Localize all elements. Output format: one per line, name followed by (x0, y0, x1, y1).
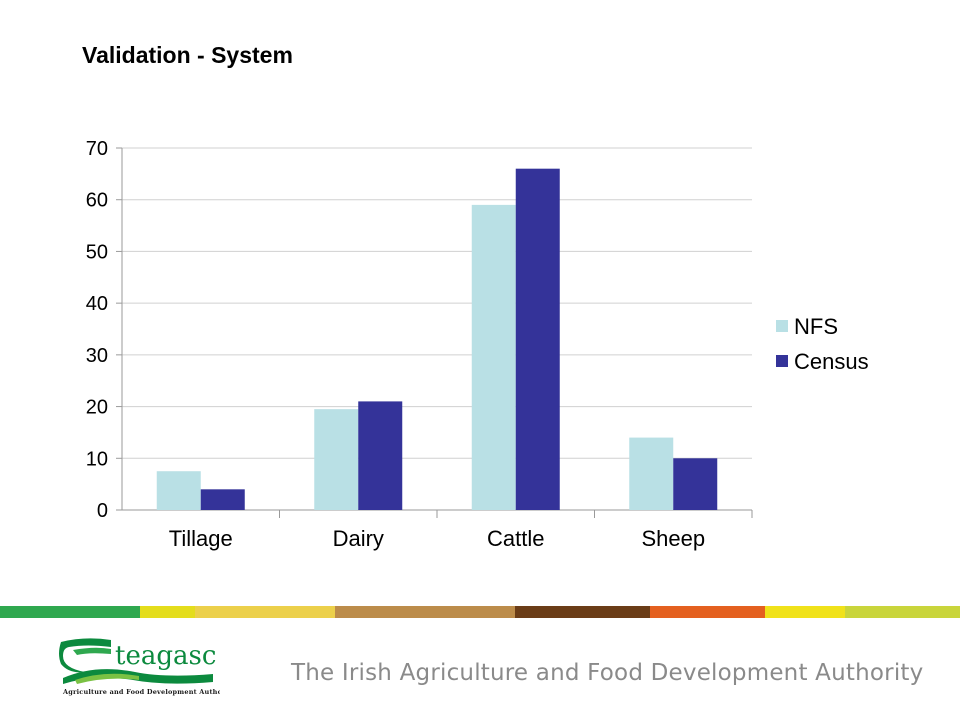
color-band-segment (650, 606, 765, 618)
gridlines (122, 147, 752, 459)
legend: NFS Census (776, 314, 869, 374)
y-tick-label: 50 (86, 241, 108, 263)
color-band-segment (845, 606, 960, 618)
y-tick-label: 40 (86, 293, 108, 315)
y-tick-label: 20 (86, 397, 108, 419)
y-tick-label: 30 (86, 345, 108, 367)
logo-wordmark: teagasc (115, 641, 216, 671)
tick-labels: 0 10 20 30 40 50 60 70 Tillage Dairy Cattle Sheep (86, 138, 705, 551)
legend-swatch-census (776, 355, 788, 367)
bar-chart: 0 10 20 30 40 50 60 70 Tillage Dairy Cattle Sheep N… (86, 138, 869, 551)
bar-nfs-tillage (156, 471, 201, 510)
bar-census-sheep (673, 458, 718, 510)
x-tick-label: Sheep (641, 526, 705, 551)
color-band-segment (515, 606, 650, 618)
legend-label-census: Census (794, 349, 869, 374)
footer-color-band (0, 606, 960, 618)
teagasc-logo: teagasc Agriculture and Food Development… (59, 638, 220, 696)
bar-nfs-sheep (629, 437, 674, 510)
bar-census-cattle (515, 168, 560, 510)
y-tick-label: 60 (86, 190, 108, 212)
x-tick-label: Dairy (333, 526, 384, 551)
y-tick-label: 70 (86, 138, 108, 160)
bars (156, 168, 718, 510)
x-tick-label: Tillage (169, 526, 233, 551)
x-tick-label: Cattle (487, 526, 544, 551)
bar-nfs-cattle (471, 204, 516, 510)
bar-nfs-dairy (314, 409, 359, 510)
bar-census-dairy (358, 401, 403, 510)
slide-title: Validation - System (82, 42, 293, 68)
footer-tagline: The Irish Agriculture and Food Developme… (291, 660, 924, 686)
y-tick-label: 10 (86, 448, 108, 470)
color-band-segment (335, 606, 515, 618)
color-band-segment (195, 606, 335, 618)
legend-swatch-nfs (776, 320, 788, 332)
logo-subtitle: Agriculture and Food Development Authori… (62, 688, 220, 696)
color-band-segment (140, 606, 195, 618)
legend-label-nfs: NFS (794, 314, 838, 339)
color-band-segment (0, 606, 140, 618)
color-band-segment (765, 606, 845, 618)
bar-census-tillage (200, 489, 245, 510)
y-tick-label: 0 (97, 500, 108, 522)
